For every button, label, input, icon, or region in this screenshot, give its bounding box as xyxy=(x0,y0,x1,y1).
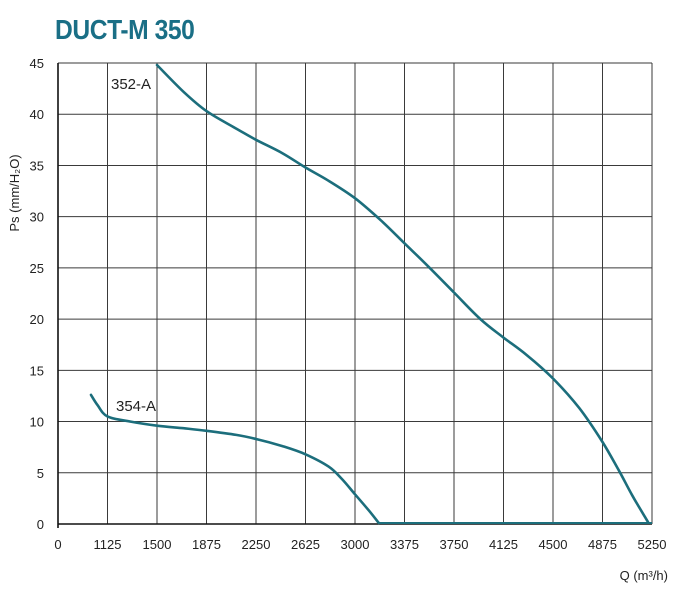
x-tick-label: 1125 xyxy=(94,537,122,552)
y-tick-label: 20 xyxy=(30,312,44,327)
x-tick-label: 3000 xyxy=(341,537,370,552)
y-axis-label: Ps (mm/H₂O) xyxy=(7,154,22,231)
x-axis-label: Q (m³/h) xyxy=(620,568,668,583)
y-tick-label: 40 xyxy=(30,107,44,122)
series-curve-354-a xyxy=(89,393,381,525)
x-tick-label: 1875 xyxy=(192,537,221,552)
y-tick-label: 0 xyxy=(37,517,44,532)
series-label-354-a: 354-A xyxy=(116,398,156,415)
labels: 0 1125 1500 1875 2250 2625 3000 3375 3750 4125 450… xyxy=(7,56,668,583)
y-tick-label: 10 xyxy=(30,415,44,430)
grid xyxy=(58,62,653,524)
y-tick-label: 5 xyxy=(37,466,44,481)
x-tick-label: 3750 xyxy=(440,537,469,552)
x-tick-label: 1500 xyxy=(143,537,172,552)
x-tick-label: 2250 xyxy=(242,537,271,552)
x-tick-label: 5250 xyxy=(638,537,667,552)
x-tick-label: 0 xyxy=(54,537,61,552)
x-tick-label: 3375 xyxy=(390,537,419,552)
series-curve-352-a xyxy=(155,63,650,524)
chart-title: DUCT-M 350 xyxy=(55,14,195,45)
y-tick-label: 25 xyxy=(30,261,44,276)
x-tick-label: 2625 xyxy=(291,537,320,552)
x-tick-label: 4875 xyxy=(588,537,617,552)
series-label-352-a: 352-A xyxy=(111,76,151,93)
x-tick-label: 4125 xyxy=(489,537,518,552)
y-tick-label: 35 xyxy=(30,158,44,173)
curves xyxy=(89,63,652,525)
y-tick-label: 45 xyxy=(30,56,44,71)
x-tick-label: 4500 xyxy=(539,537,568,552)
y-tick-label: 30 xyxy=(30,210,44,225)
y-tick-label: 15 xyxy=(30,363,44,378)
